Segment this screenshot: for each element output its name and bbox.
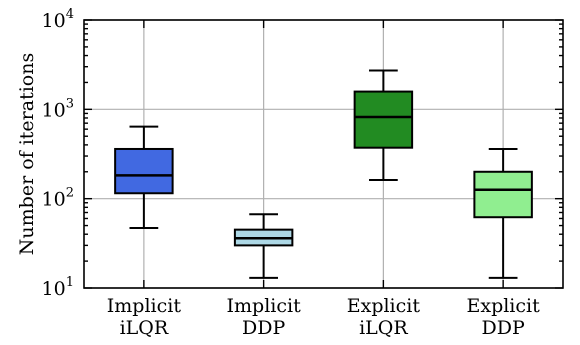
iqr-box xyxy=(473,170,533,219)
x-category-label: DDP xyxy=(481,317,524,339)
y-tick-label: 103 xyxy=(42,96,74,121)
label-layer: 101102103104ImplicitiLQRImplicitDDPExpli… xyxy=(42,7,541,339)
y-tick-label: 104 xyxy=(42,7,74,32)
x-category-label: Explicit xyxy=(466,295,540,317)
iqr-box xyxy=(353,90,414,149)
box-group xyxy=(473,147,533,279)
box-group xyxy=(353,69,414,181)
x-category-label: Explicit xyxy=(347,295,421,317)
box-group xyxy=(233,213,294,279)
y-tick-label: 101 xyxy=(42,275,74,300)
y-axis-title: Number of iterations xyxy=(16,53,38,255)
x-category-label: Implicit xyxy=(107,295,182,317)
x-category-label: iLQR xyxy=(359,317,408,339)
x-category-label: iLQR xyxy=(120,317,169,339)
y-tick-label: 102 xyxy=(42,186,74,211)
iqr-box xyxy=(114,147,174,195)
plot-frame xyxy=(83,19,564,289)
tick-layer xyxy=(84,19,563,289)
box-group xyxy=(114,125,174,229)
box-layer xyxy=(114,69,533,279)
x-category-label: Implicit xyxy=(227,295,302,317)
x-category-label: DDP xyxy=(242,317,285,339)
